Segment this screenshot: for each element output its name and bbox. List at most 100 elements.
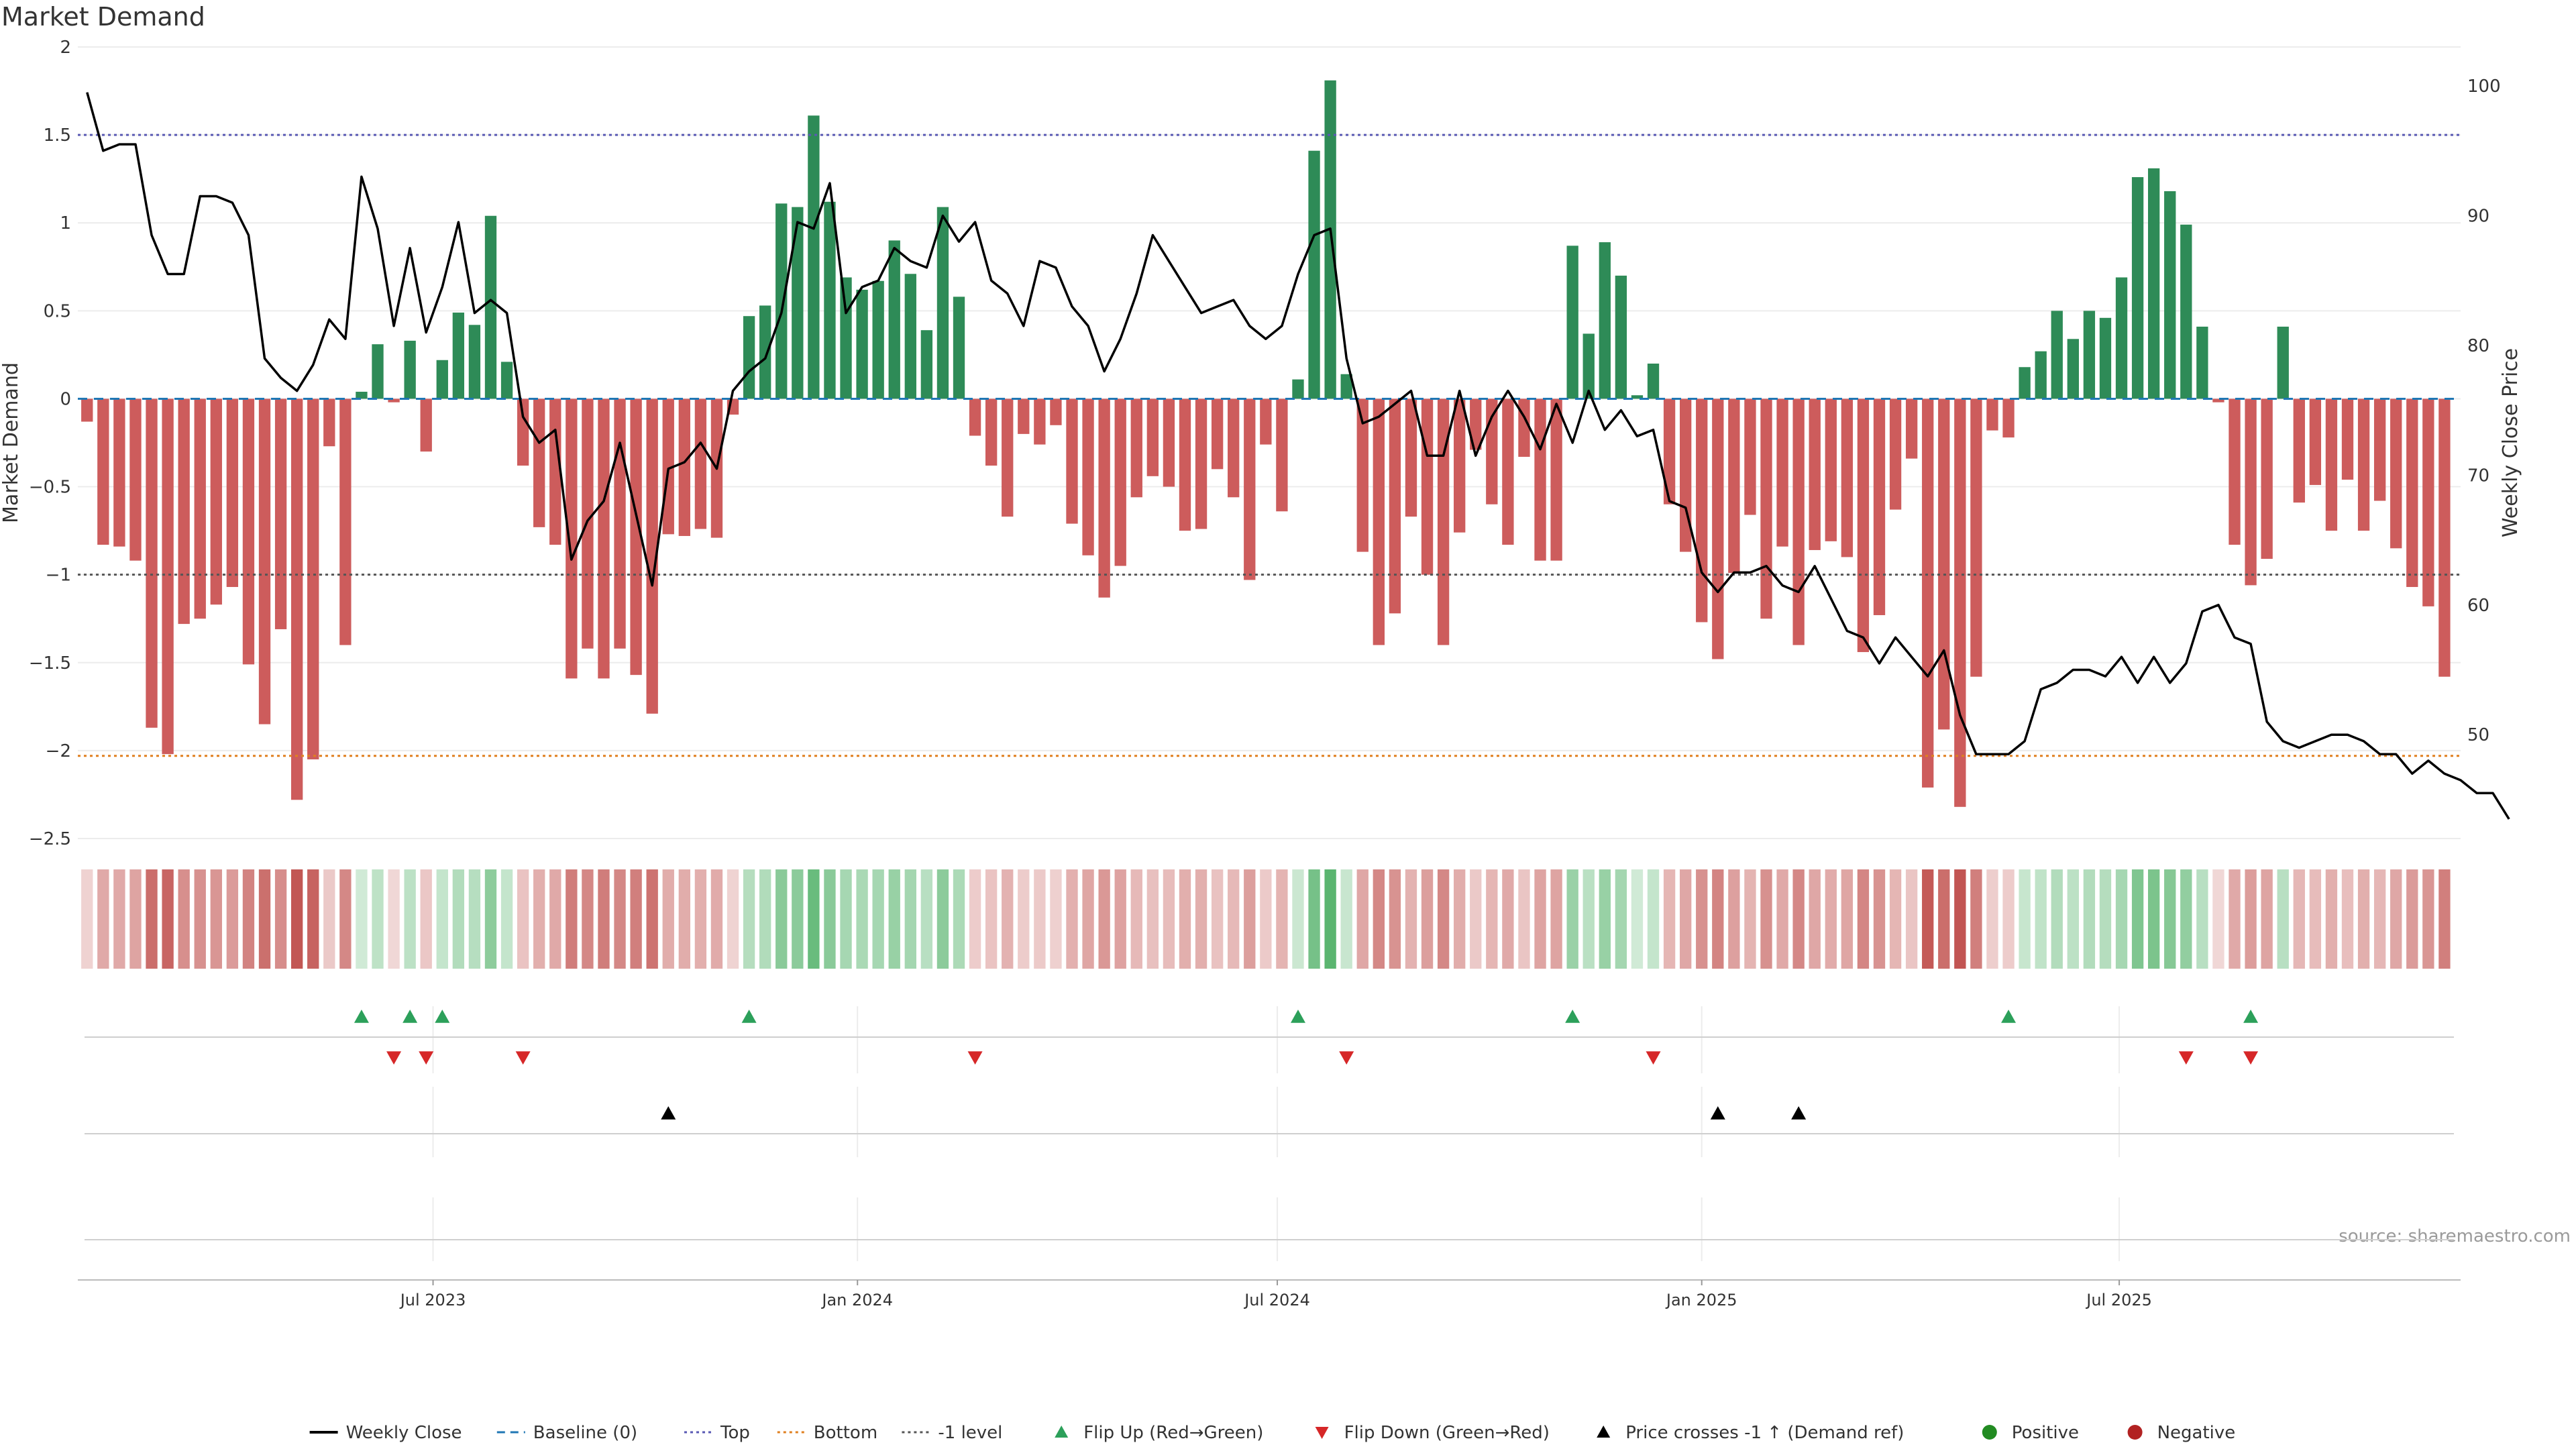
price-cross-marker — [1791, 1106, 1807, 1120]
demand-bar — [2115, 277, 2128, 399]
demand-bar — [2196, 326, 2208, 399]
heat-cell — [598, 869, 610, 969]
demand-bar — [533, 398, 545, 527]
demand-bar — [808, 115, 820, 399]
demand-bar — [436, 360, 448, 399]
heat-cell — [1034, 869, 1046, 969]
demand-bar — [1857, 398, 1870, 653]
heat-cell — [97, 869, 109, 969]
demand-bar — [452, 312, 465, 399]
flip-down-marker — [1339, 1051, 1354, 1065]
demand-bar — [1841, 398, 1854, 557]
heat-cell — [1776, 869, 1788, 969]
heat-cell — [969, 869, 981, 969]
x-tick-label: Jan 2025 — [1665, 1291, 1737, 1309]
demand-bar — [759, 305, 771, 399]
heat-cell — [808, 869, 820, 969]
heat-cell — [856, 869, 868, 969]
legend-label: -1 level — [938, 1423, 1002, 1443]
legend-item: Weekly Close — [309, 1423, 462, 1443]
legend-item: -1 level — [902, 1423, 1002, 1443]
demand-bar — [1211, 398, 1224, 470]
demand-bar — [2373, 398, 2386, 501]
flip-down-marker — [2243, 1051, 2259, 1065]
weekly-close-line — [86, 92, 2510, 820]
demand-bar — [2212, 398, 2224, 402]
legend-swatch — [1982, 1425, 1997, 1440]
y-axis-label: Market Demand — [0, 362, 23, 523]
demand-bar — [290, 398, 303, 800]
demand-bar — [517, 398, 529, 466]
heat-cell — [1260, 869, 1272, 969]
heat-cell — [1244, 869, 1256, 969]
y2-tick-label: 100 — [2467, 76, 2501, 97]
demand-bar — [936, 207, 949, 399]
heat-cell — [468, 869, 481, 969]
close-price-layer — [86, 92, 2510, 820]
demand-bar — [985, 398, 998, 466]
y-tick-label: −1.5 — [29, 653, 71, 674]
heat-cell — [484, 869, 497, 969]
demand-bar — [388, 398, 400, 402]
heat-cell — [2341, 869, 2354, 969]
heat-cell — [1195, 869, 1208, 969]
demand-bar — [129, 398, 142, 561]
demand-bar — [1260, 398, 1272, 445]
heat-cell — [985, 869, 998, 969]
heat-cell — [936, 869, 949, 969]
heat-cell — [436, 869, 448, 969]
demand-bar — [1776, 398, 1788, 547]
heat-cell — [2035, 869, 2047, 969]
demand-bar — [2099, 317, 2112, 399]
heat-cell — [1631, 869, 1644, 969]
demand-bar — [420, 398, 432, 452]
demand-bar — [1373, 398, 1385, 645]
demand-bar — [1228, 398, 1240, 498]
heat-cell — [1873, 869, 1886, 969]
heat-cell — [258, 869, 271, 969]
heat-cell — [1760, 869, 1772, 969]
demand-bar — [953, 297, 965, 399]
heat-cell — [727, 869, 739, 969]
heat-cell — [146, 869, 158, 969]
heat-cell — [2067, 869, 2079, 969]
heat-cell — [1114, 869, 1126, 969]
demand-bar — [274, 398, 287, 629]
y-tick-label: 1.5 — [44, 125, 71, 146]
demand-bar — [2309, 398, 2322, 485]
heat-cell — [178, 869, 190, 969]
demand-bar — [1647, 364, 1660, 399]
heat-cell — [1276, 869, 1288, 969]
signal-markers — [354, 1010, 2259, 1120]
price-cross-marker — [661, 1106, 676, 1120]
demand-bar — [356, 391, 368, 399]
y-tick-label: −0.5 — [29, 478, 71, 498]
demand-bar — [242, 398, 255, 665]
heat-cell — [290, 869, 303, 969]
demand-bar — [1760, 398, 1772, 619]
legend-swatch — [2127, 1425, 2143, 1440]
demand-bar — [2438, 398, 2451, 677]
heat-cell — [1922, 869, 1934, 969]
legend-label: Bottom — [814, 1423, 877, 1443]
demand-bar — [1599, 242, 1611, 399]
heat-cell — [307, 869, 319, 969]
heat-cell — [1954, 869, 1966, 969]
heat-cell — [356, 869, 368, 969]
heat-cell — [1324, 869, 1336, 969]
heat-cell — [904, 869, 916, 969]
demand-bar — [323, 398, 335, 447]
legend-item: Flip Up (Red→Green) — [1055, 1423, 1263, 1443]
axes-layer: 2 1.5 1 0.5 0 −0.5 −1 −1.5 −2 −2.5 100 90 80 70 60 50 Ju… — [29, 38, 2501, 1309]
demand-bar — [2245, 398, 2257, 586]
heat-cell — [162, 869, 174, 969]
grid-layer — [78, 46, 2461, 1261]
demand-bar — [2422, 398, 2434, 606]
heat-cell — [743, 869, 755, 969]
demand-bar — [1130, 398, 1142, 498]
heat-cell — [2422, 869, 2434, 969]
heat-cell — [2406, 869, 2418, 969]
heat-cell — [81, 869, 93, 969]
demand-bar — [1276, 398, 1288, 512]
demand-bar — [1696, 398, 1708, 623]
